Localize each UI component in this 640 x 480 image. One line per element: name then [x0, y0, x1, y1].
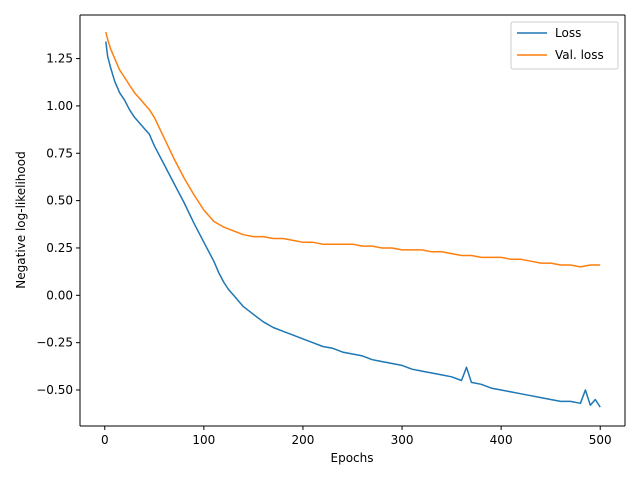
plot-frame	[80, 15, 625, 426]
x-tick-label: 0	[101, 433, 109, 447]
x-ticks: 0 100 200 300 400 500	[101, 426, 612, 447]
x-tick-label: 100	[192, 433, 215, 447]
legend-label-val-loss: Val. loss	[555, 48, 604, 62]
y-tick-label: 0.25	[46, 241, 73, 255]
series-layer	[105, 31, 601, 408]
legend: Loss Val. loss	[510, 21, 619, 70]
y-tick-label: −0.25	[36, 336, 73, 350]
x-tick-label: 200	[292, 433, 315, 447]
y-ticks: −0.50 −0.25 0.00 0.25 0.50 0.75 1.00 1.25	[36, 52, 80, 397]
y-tick-label: −0.50	[36, 383, 73, 397]
axes-frame	[79, 14, 626, 427]
legend-label-loss: Loss	[555, 26, 581, 40]
y-tick-label: 0.75	[46, 146, 73, 160]
series-line-val-loss	[105, 31, 601, 268]
x-axis-title: Epochs	[331, 451, 374, 465]
x-tick-label: 400	[490, 433, 513, 447]
y-tick-label: 1.00	[46, 99, 73, 113]
x-tick-label: 300	[391, 433, 414, 447]
x-tick-label: 500	[589, 433, 612, 447]
y-tick-label: 1.25	[46, 52, 73, 66]
series-line-loss	[105, 41, 601, 408]
y-tick-label: 0.50	[46, 194, 73, 208]
y-tick-label: 0.00	[46, 288, 73, 302]
plot-area: 0 100 200 300 400 500 −0.50 −0.25 0.00 0.25 0.50 0…	[36, 14, 626, 447]
y-axis-title: Negative log-likelihood	[14, 151, 28, 288]
